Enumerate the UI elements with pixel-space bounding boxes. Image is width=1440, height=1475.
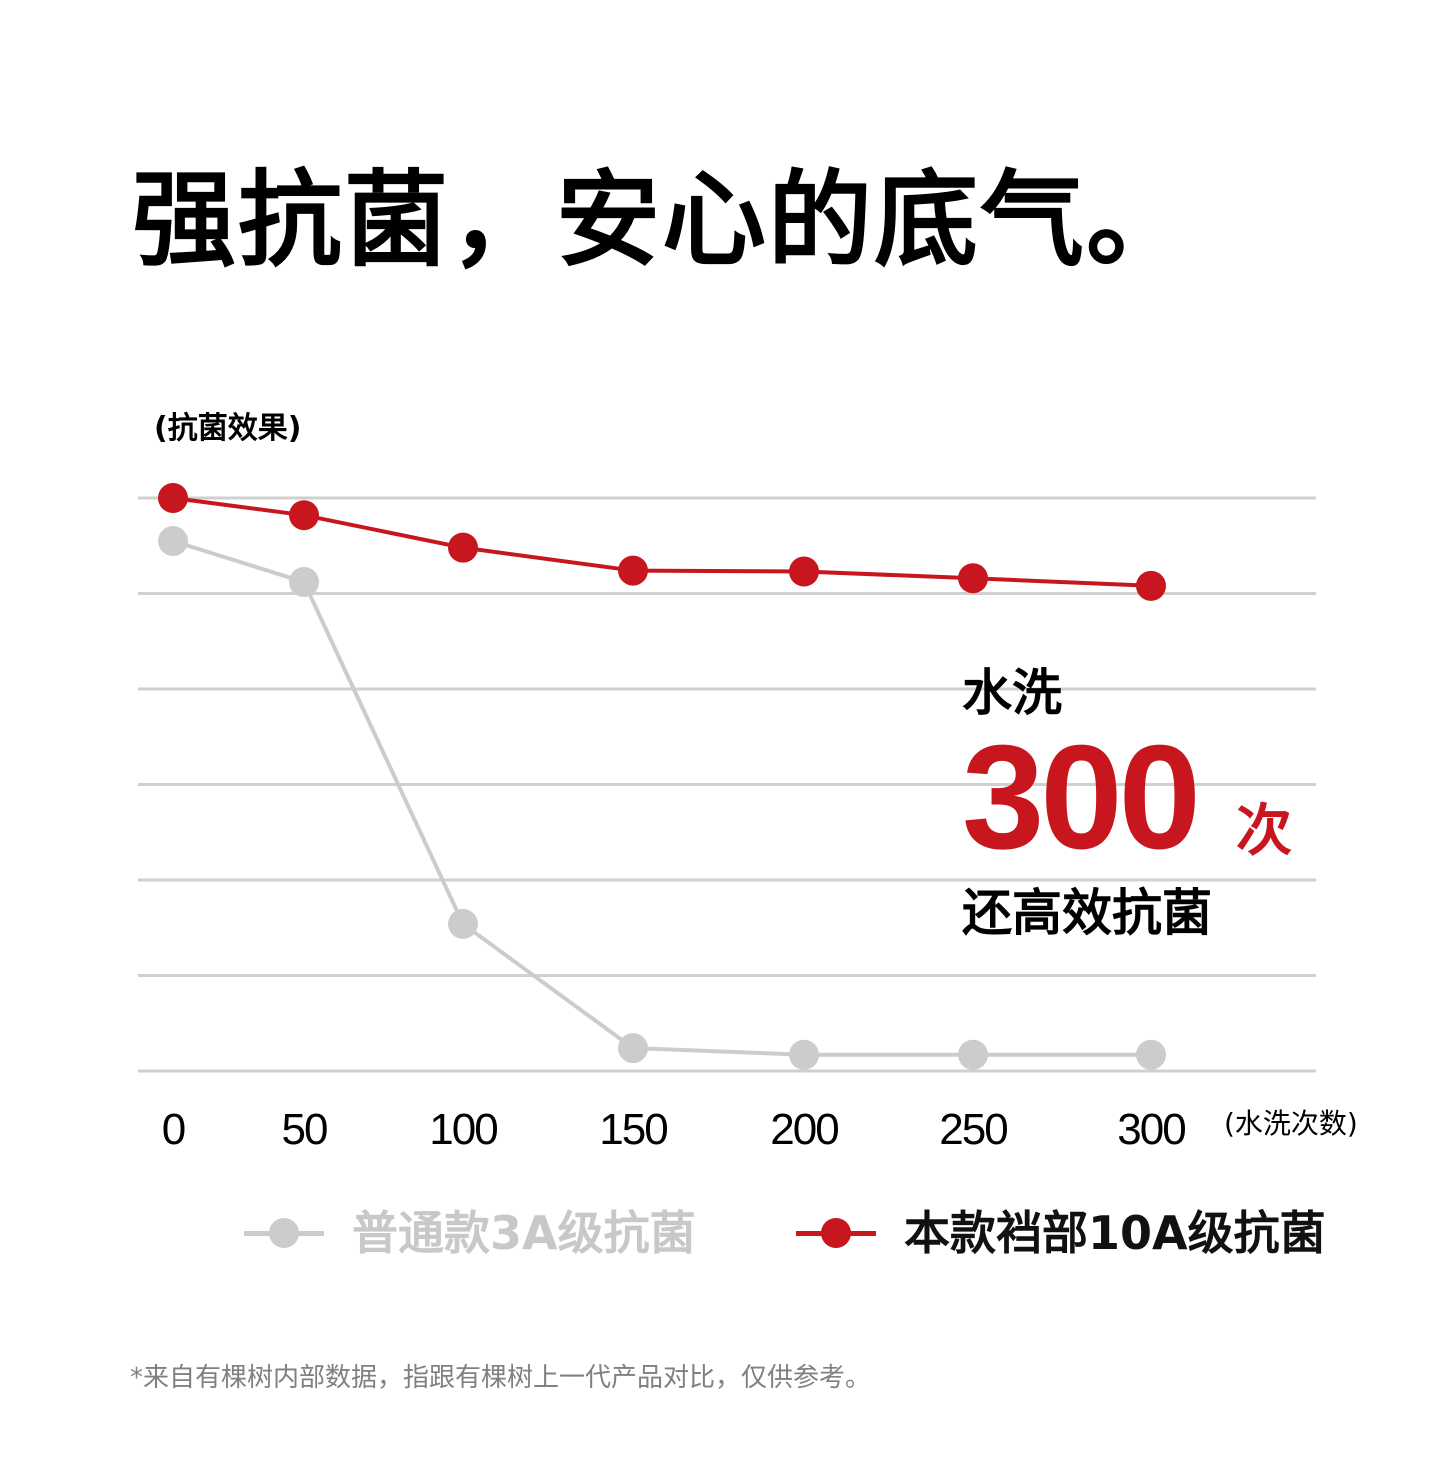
data-point-premium-300 [1136,570,1166,601]
legend-label-premium: 本款裆部10A级抗菌 [904,1206,1326,1260]
legend-marker-standard [269,1218,299,1248]
series-line-premium [172,496,1152,588]
data-point-premium-0 [158,483,188,513]
x-tick-label: 100 [429,1105,497,1154]
x-tick-label: 0 [162,1105,185,1154]
data-point-premium-200 [789,556,819,587]
legend-label-standard: 普通款3A级抗菌 [352,1206,696,1260]
x-tick-label: 200 [770,1105,838,1154]
callout-number: 300 [962,715,1201,880]
legend-swatch-standard [244,1218,324,1248]
grid-lines [138,496,1316,1073]
data-point-premium-250 [958,563,988,594]
y-axis-label: (抗菌效果) [154,411,302,446]
data-point-standard-250 [958,1039,988,1070]
data-point-standard-100 [448,908,478,939]
data-point-standard-50 [289,567,319,598]
data-point-standard-200 [789,1039,819,1070]
callout-number-row: 300 次 [962,715,1292,880]
legend-swatch-premium [796,1218,876,1248]
legend-item-premium: 本款裆部10A级抗菌 [796,1206,1326,1260]
legend-item-standard: 普通款3A级抗菌 [244,1206,696,1260]
callout-unit: 次 [1236,799,1292,864]
x-tick-label: 50 [282,1105,327,1154]
data-point-premium-50 [289,500,319,531]
data-point-premium-150 [618,555,648,586]
data-point-premium-100 [448,532,478,563]
callout-prefix: 水洗 [962,664,1062,722]
callout-suffix: 还高效抗菌 [962,884,1212,942]
x-axis-label: (水洗次数) [1224,1107,1358,1140]
x-tick-labels: 0 50 100 150 200 250 300 [162,1105,1187,1154]
data-point-standard-0 [158,525,188,556]
data-point-standard-150 [618,1033,648,1064]
callout: 水洗 300 次 还高效抗菌 [962,664,1292,942]
series-layer [158,483,1166,1070]
x-tick-label: 250 [939,1105,1007,1154]
data-point-standard-300 [1136,1039,1166,1070]
footnote: *来自有棵树内部数据，指跟有棵树上一代产品对比，仅供参考。 [130,1363,872,1393]
legend-marker-premium [821,1218,851,1248]
x-tick-label: 150 [599,1105,667,1154]
page-title: 强抗菌，安心的底气。 [132,159,1193,281]
x-tick-label: 300 [1117,1105,1185,1154]
